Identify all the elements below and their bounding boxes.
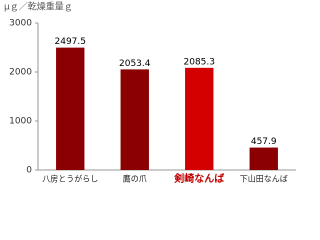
chart: μｇ／乾燥重量ｇ 0 1000 2000 3000 八房とうがらし 2497.5 鷹の爪 20… <box>4 1 296 185</box>
y-tick-label: 0 <box>26 166 32 176</box>
bar <box>120 69 149 170</box>
value-label: 2085.3 <box>184 57 216 67</box>
bar <box>56 47 85 171</box>
y-tick-label: 3000 <box>9 19 32 29</box>
bar <box>185 67 214 170</box>
x-tick-label: 下山田なんば <box>240 174 288 184</box>
value-label: 457.9 <box>251 137 277 147</box>
x-tick-label: 鷹の爪 <box>123 174 147 184</box>
x-tick-label: 八房とうがらし <box>42 174 98 184</box>
y-tick-label: 2000 <box>9 68 32 78</box>
chart-title: μｇ／乾燥重量ｇ <box>4 1 73 13</box>
value-label: 2053.4 <box>119 59 151 69</box>
x-tick-label: 剣崎なんば <box>173 172 224 185</box>
y-tick-label: 1000 <box>9 117 32 127</box>
bar <box>249 147 278 170</box>
value-label: 2497.5 <box>55 37 87 47</box>
